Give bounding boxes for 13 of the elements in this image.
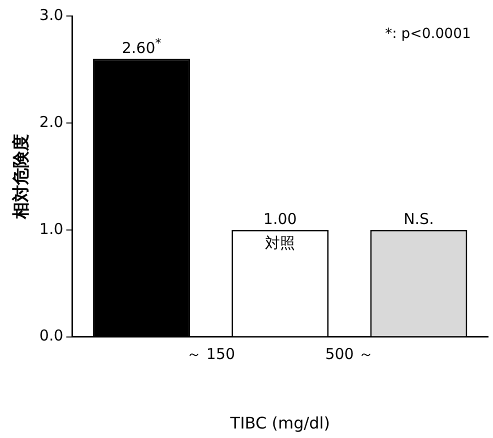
y-tick-label: 3.0: [39, 6, 64, 24]
x-axis-title: TIBC (mg/dl): [229, 414, 330, 433]
annotation: *: p<0.0001: [385, 26, 471, 42]
text: ～ 150: [186, 344, 236, 363]
y-axis-title: 相対危険度: [12, 134, 32, 220]
annotation: 対照: [265, 234, 296, 252]
y-tick-label: 1.0: [39, 220, 64, 238]
data-label: N.S.: [404, 210, 434, 228]
data-label: 1.00: [263, 210, 297, 228]
y-tick-label: 0.0: [39, 326, 64, 345]
y-tick-label: 2.0: [39, 112, 64, 131]
data-label: 2.60*: [122, 36, 162, 57]
text: 500 ～: [325, 344, 374, 363]
